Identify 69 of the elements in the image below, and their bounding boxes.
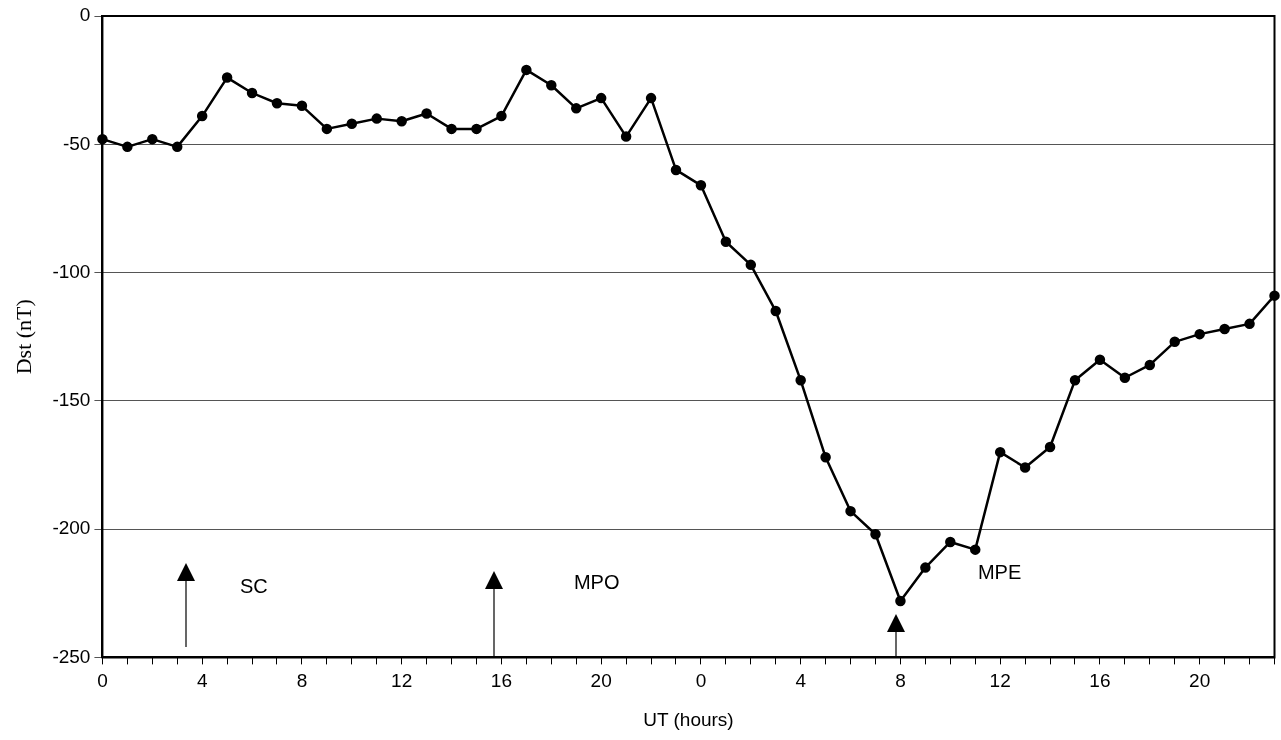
- point: [1094, 354, 1106, 366]
- point: [371, 113, 382, 124]
- x-tick-label: 16: [1089, 670, 1111, 692]
- y-axis-title: Dst (nT): [10, 299, 36, 375]
- point: [1194, 328, 1205, 340]
- point: [745, 259, 757, 271]
- x-axis-title: UT (hours): [643, 708, 734, 730]
- point: [221, 72, 233, 83]
- point: [421, 108, 432, 119]
- point: [845, 505, 856, 517]
- annotation: SC: [239, 575, 268, 599]
- point: [271, 97, 283, 109]
- point: [196, 110, 208, 122]
- x-tick-label: 12: [989, 670, 1011, 692]
- point: [471, 123, 482, 135]
- point: [122, 141, 133, 153]
- point: [645, 92, 657, 104]
- point: [895, 595, 906, 607]
- point: [346, 118, 358, 130]
- x-tick-label: 0: [97, 670, 108, 692]
- point: [695, 180, 707, 191]
- point: [546, 80, 557, 91]
- point: [620, 131, 632, 142]
- point: [246, 87, 258, 99]
- point: [595, 92, 607, 104]
- point: [171, 141, 183, 153]
- y-tick-label: -150: [52, 389, 91, 411]
- point: [1019, 462, 1031, 473]
- point: [770, 305, 781, 317]
- x-tick-label: 20: [1189, 670, 1211, 692]
- x-tick-label: 8: [895, 670, 906, 692]
- y-tick-label: -200: [52, 517, 91, 539]
- point: [870, 529, 881, 540]
- x-tick-label: 4: [795, 670, 807, 692]
- point: [1069, 375, 1081, 386]
- point: [1119, 372, 1131, 383]
- point: [521, 64, 532, 76]
- x-tick-label: 0: [695, 670, 707, 692]
- point: [321, 123, 333, 135]
- point: [795, 375, 806, 386]
- x-tick-label: 4: [196, 670, 208, 692]
- point: [970, 544, 981, 555]
- point: [820, 452, 831, 463]
- point: [1244, 318, 1255, 330]
- y-tick-label: 0: [79, 4, 91, 26]
- y-tick-label: -50: [62, 132, 91, 154]
- point: [945, 536, 956, 548]
- point: [1169, 336, 1180, 348]
- x-tick-label: 16: [490, 670, 512, 692]
- point: [670, 164, 682, 176]
- y-tick-label: -250: [52, 645, 91, 667]
- point: [147, 133, 158, 145]
- x-tick-label: 8: [296, 670, 308, 692]
- point: [720, 236, 732, 248]
- y-tick-label: -100: [52, 260, 91, 282]
- annotation: MPE: [977, 560, 1022, 584]
- x-tick-label: 20: [590, 670, 612, 692]
- point: [570, 103, 582, 114]
- annotation: MPO: [573, 571, 620, 595]
- point: [1144, 359, 1156, 371]
- x-tick-label: 12: [391, 670, 413, 692]
- point: [296, 100, 308, 112]
- point: [1044, 441, 1056, 453]
- point: [1219, 323, 1230, 335]
- point: [396, 115, 407, 127]
- point: [446, 123, 457, 135]
- point: [994, 446, 1006, 458]
- point: [920, 562, 931, 573]
- point: [496, 110, 507, 122]
